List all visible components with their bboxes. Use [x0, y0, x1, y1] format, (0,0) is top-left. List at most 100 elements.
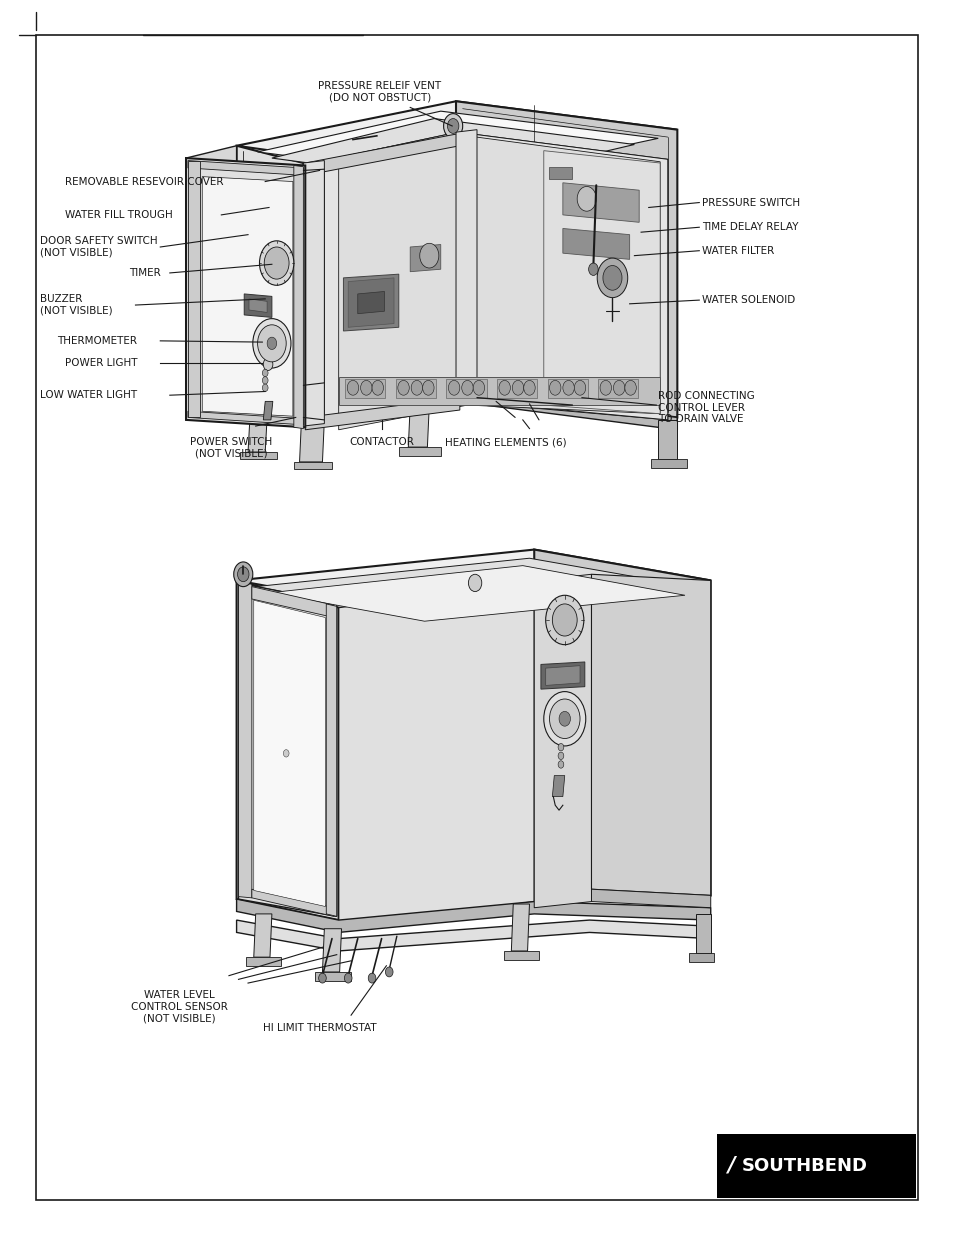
Circle shape	[447, 119, 458, 133]
Text: WATER FILL TROUGH: WATER FILL TROUGH	[65, 210, 172, 220]
Polygon shape	[338, 136, 659, 430]
Circle shape	[558, 761, 563, 768]
Polygon shape	[244, 294, 272, 317]
Polygon shape	[253, 914, 272, 957]
Polygon shape	[696, 914, 710, 953]
Polygon shape	[345, 379, 385, 398]
Polygon shape	[408, 405, 429, 447]
Polygon shape	[548, 167, 572, 179]
Polygon shape	[252, 587, 334, 618]
Polygon shape	[246, 957, 281, 966]
Polygon shape	[658, 420, 677, 459]
Text: POWER LIGHT: POWER LIGHT	[65, 358, 137, 368]
Bar	[717, 1134, 915, 1198]
Polygon shape	[398, 447, 440, 456]
Circle shape	[549, 380, 560, 395]
Polygon shape	[562, 183, 639, 222]
Polygon shape	[348, 278, 394, 327]
Circle shape	[283, 750, 289, 757]
Circle shape	[558, 711, 570, 726]
Polygon shape	[503, 951, 538, 960]
Polygon shape	[294, 165, 303, 429]
Polygon shape	[188, 161, 303, 175]
Circle shape	[588, 263, 598, 275]
Polygon shape	[591, 574, 710, 895]
Polygon shape	[511, 904, 529, 951]
Polygon shape	[186, 158, 305, 427]
Polygon shape	[598, 379, 638, 398]
Circle shape	[599, 380, 611, 395]
Circle shape	[512, 380, 523, 395]
Circle shape	[461, 380, 473, 395]
Circle shape	[259, 241, 294, 285]
Circle shape	[562, 380, 574, 395]
Circle shape	[574, 380, 585, 395]
Polygon shape	[188, 411, 303, 425]
Text: WATER LEVEL
CONTROL SENSOR
(NOT VISIBLE): WATER LEVEL CONTROL SENSOR (NOT VISIBLE)	[131, 990, 228, 1024]
Polygon shape	[357, 291, 384, 314]
Circle shape	[419, 243, 438, 268]
Polygon shape	[240, 452, 276, 459]
Polygon shape	[188, 161, 200, 417]
Polygon shape	[324, 132, 667, 424]
Polygon shape	[305, 398, 459, 430]
Polygon shape	[456, 101, 677, 417]
Circle shape	[344, 973, 352, 983]
Polygon shape	[236, 101, 677, 175]
Circle shape	[347, 380, 358, 395]
Polygon shape	[294, 462, 332, 469]
Polygon shape	[562, 228, 629, 259]
Circle shape	[549, 699, 579, 739]
Text: SOUTHBEND: SOUTHBEND	[741, 1157, 867, 1174]
Circle shape	[523, 380, 535, 395]
Circle shape	[360, 380, 372, 395]
Polygon shape	[456, 130, 476, 398]
Polygon shape	[324, 132, 667, 422]
Polygon shape	[257, 111, 658, 179]
Polygon shape	[688, 953, 713, 962]
Polygon shape	[186, 146, 236, 420]
Polygon shape	[343, 274, 398, 331]
Circle shape	[422, 380, 434, 395]
Circle shape	[468, 574, 481, 592]
Circle shape	[558, 752, 563, 760]
Polygon shape	[249, 299, 267, 312]
Text: WATER FILTER: WATER FILTER	[701, 246, 774, 256]
Polygon shape	[263, 401, 273, 420]
Polygon shape	[299, 420, 324, 462]
Polygon shape	[547, 379, 587, 398]
Text: DOOR SAFETY SWITCH
(NOT VISIBLE): DOOR SAFETY SWITCH (NOT VISIBLE)	[40, 236, 157, 258]
Text: CONTACTOR: CONTACTOR	[349, 437, 414, 447]
Polygon shape	[446, 379, 486, 398]
Circle shape	[263, 358, 273, 370]
Circle shape	[253, 319, 291, 368]
Polygon shape	[252, 889, 334, 916]
Polygon shape	[272, 119, 634, 184]
Circle shape	[397, 380, 409, 395]
Polygon shape	[236, 899, 710, 932]
Circle shape	[448, 380, 459, 395]
Circle shape	[262, 384, 268, 391]
Text: LOW WATER LIGHT: LOW WATER LIGHT	[40, 390, 137, 400]
Circle shape	[262, 377, 268, 384]
Text: THERMOMETER: THERMOMETER	[57, 336, 137, 346]
Polygon shape	[338, 580, 534, 929]
Text: HI LIMIT THERMOSTAT: HI LIMIT THERMOSTAT	[262, 1023, 376, 1032]
Polygon shape	[236, 146, 303, 422]
Circle shape	[264, 247, 289, 279]
Polygon shape	[545, 666, 579, 685]
Text: HEATING ELEMENTS (6): HEATING ELEMENTS (6)	[444, 437, 566, 447]
Circle shape	[262, 369, 268, 377]
Polygon shape	[314, 972, 351, 981]
Polygon shape	[305, 133, 459, 175]
Circle shape	[597, 258, 627, 298]
Polygon shape	[238, 583, 336, 916]
Polygon shape	[534, 574, 591, 908]
Circle shape	[552, 604, 577, 636]
Circle shape	[237, 567, 249, 582]
Polygon shape	[540, 662, 584, 689]
Circle shape	[411, 380, 422, 395]
Polygon shape	[248, 417, 267, 452]
Circle shape	[545, 595, 583, 645]
Polygon shape	[202, 177, 293, 416]
